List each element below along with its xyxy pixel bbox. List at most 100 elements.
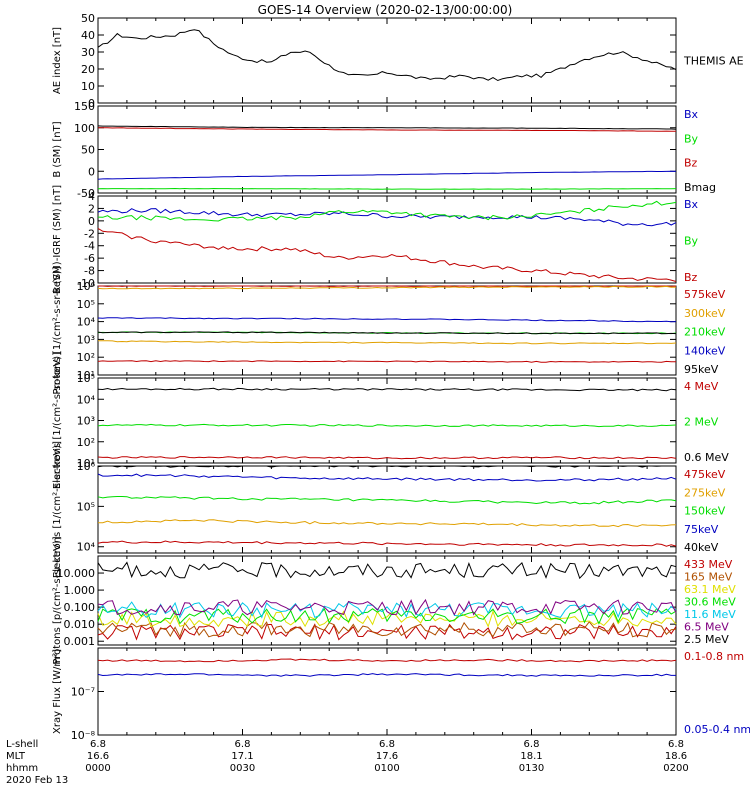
y-tick-label: -8	[84, 265, 95, 278]
panel-4: 10¹ 10² 10³ 10⁴ 10⁵ 10⁶ Protons [1/(cm²-s-sr-k…	[52, 266, 726, 394]
y-tick-label: 10⁻⁸	[71, 729, 96, 742]
x-tick-label: 0100	[374, 763, 399, 774]
y-tick-label: 30	[81, 46, 95, 59]
y-tick-label: 1.000	[64, 584, 96, 597]
legend-entry: 6.5 MeV	[684, 621, 729, 634]
series-line-THEMIS-AE	[97, 29, 677, 82]
series-line-300keV	[97, 285, 677, 290]
legend-entry: 11.6 MeV	[684, 608, 736, 621]
legend-entry: By	[684, 132, 699, 145]
series-line-Bz	[97, 127, 677, 132]
series-line	[97, 340, 677, 345]
y-tick-label: -50	[77, 187, 95, 200]
legend-entry: 95keV	[684, 363, 719, 376]
series-line-Bmag	[97, 125, 677, 130]
panel-frame	[97, 377, 677, 464]
y-axis-label: Protons [1/(cm²-s-sr-keV)]	[52, 266, 63, 394]
legend-entry: 150keV	[684, 505, 726, 518]
series-line-433-MeV	[97, 623, 677, 641]
y-tick-label: 10⁵	[77, 298, 95, 311]
y-tick-label: 10	[81, 80, 95, 93]
series-line-140keV	[97, 317, 677, 323]
y-tick-label: 10²	[77, 436, 95, 449]
x-tick-label: 6.8	[668, 739, 684, 750]
legend-entry: 2.5 MeV	[684, 633, 729, 646]
series-line-275keV	[97, 519, 677, 528]
y-tick-label: 10⁴	[77, 316, 96, 329]
panel-2: -50 0 50 100 150 B (SM) [nT] Bx By Bz Bmag	[52, 100, 716, 200]
figure-title: GOES-14 Overview (2020-02-13/00:00:00)	[258, 3, 513, 17]
y-tick-label: 50	[81, 12, 95, 25]
legend-entry: 300keV	[684, 307, 726, 320]
x-row-label: L-shell	[6, 739, 38, 750]
series-line-2-MeV	[97, 423, 677, 428]
series-line-165-MeV	[97, 620, 677, 638]
x-tick-label: 6.8	[235, 739, 251, 750]
y-tick-label: 0.010	[64, 618, 96, 631]
y-axis-label: Electrons [1/(cm²-s-sr-keV)]	[52, 352, 63, 489]
y-tick-label: 2	[88, 202, 95, 215]
y-tick-label: 10⁻⁷	[71, 686, 95, 699]
y-axis-label: Protons [p/(cm²-s-sr-keV)]	[52, 536, 63, 664]
x-tick-label: 0130	[519, 763, 544, 774]
series-line-40keV	[97, 465, 676, 468]
legend-entry: Bz	[684, 271, 698, 284]
y-tick-label: 10⁴	[77, 393, 96, 406]
series-line-By	[97, 200, 677, 222]
panel-frame	[97, 17, 677, 104]
series-line-63.1-MeV	[97, 609, 677, 628]
legend-entry: Bmag	[684, 181, 716, 194]
legend-entry: 2 MeV	[684, 416, 719, 429]
legend-entry: THEMIS AE	[683, 55, 744, 68]
y-tick-label: 4	[88, 190, 95, 203]
y-tick-label: 10⁵	[77, 500, 95, 513]
series-line-475keV	[97, 540, 677, 547]
legend-entry: 4 MeV	[684, 380, 719, 393]
series-line-0.1-0.8-nm	[97, 658, 677, 663]
x-tick-label: 18.1	[520, 751, 542, 762]
panel-8: 10⁻⁸ 10⁻⁷ Xray Flux [W/m²] 0.1-0.8 nm 0.05-0…	[52, 647, 750, 742]
y-tick-label: 100	[74, 122, 95, 135]
x-row-label: MLT	[6, 751, 26, 762]
y-tick-label: 0	[88, 165, 95, 178]
y-tick-label: 40	[81, 29, 95, 42]
legend-entry: By	[684, 235, 699, 248]
legend-entry: Bx	[684, 198, 699, 211]
y-tick-label: 10²	[77, 351, 95, 364]
series-line-30.6-MeV	[97, 607, 677, 625]
series-line-Bz	[97, 227, 677, 282]
y-tick-label: 10³	[77, 415, 95, 428]
series-line-95keV	[97, 331, 677, 335]
legend-entry: 475keV	[684, 468, 726, 481]
series-line-By	[97, 187, 677, 190]
x-tick-label: 6.8	[524, 739, 540, 750]
y-axis-label: Xray Flux [W/m²]	[52, 649, 63, 734]
y-tick-label: 10³	[77, 333, 95, 346]
x-axis-labels: L-shell 6.8 6.8 6.8 6.8 6.8 MLT 16.6 17.1 17.6 18.…	[6, 739, 689, 786]
panel-frame	[97, 195, 677, 284]
y-tick-label: 50	[81, 144, 95, 157]
y-tick-label: 10⁴	[77, 541, 96, 554]
x-tick-label: 6.8	[379, 739, 395, 750]
series-line-6.5-MeV	[97, 598, 677, 616]
x-tick-label: 0200	[663, 763, 688, 774]
series-line-4-MeV	[97, 456, 677, 460]
y-tick-label: 10⁶	[77, 280, 96, 293]
y-tick-label: 0	[88, 215, 95, 228]
y-axis-label: B (SM)-IGRF (SM) [nT]	[52, 185, 63, 294]
y-tick-label: 0.100	[64, 601, 96, 614]
y-tick-label: 10⁵	[77, 372, 95, 385]
series-line-2.5-MeV	[97, 561, 677, 580]
y-axis-label: B (SM) [nT]	[52, 121, 63, 177]
y-tick-label: 0	[88, 97, 95, 110]
x-row-label: hhmm	[6, 763, 38, 774]
y-tick-label: 10¹	[77, 457, 95, 470]
panel-5: 10¹ 10² 10³ 10⁴ 10⁵ Electrons [1/(cm²-s-sr-ke…	[52, 352, 729, 489]
legend-entry: 30.6 MeV	[684, 596, 736, 609]
y-tick-label: -10	[77, 277, 95, 290]
series-line-150keV	[97, 496, 677, 505]
